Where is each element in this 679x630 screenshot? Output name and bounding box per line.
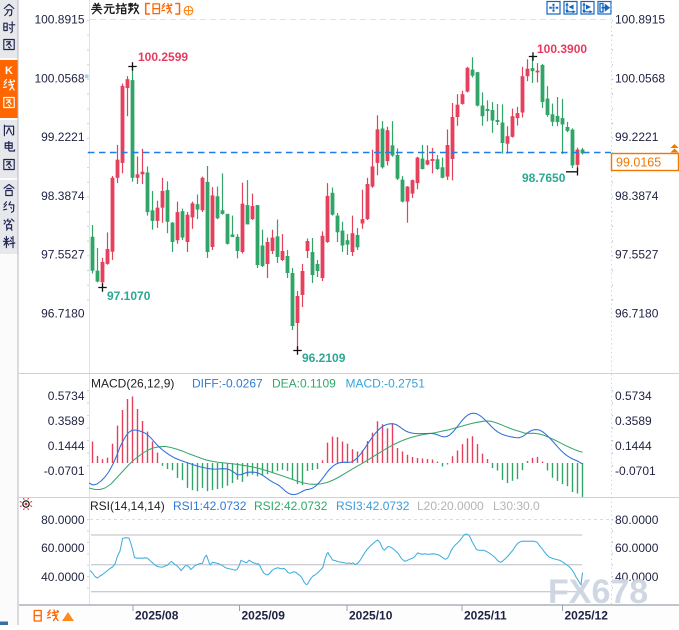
svg-text:100.0568: 100.0568 <box>34 71 84 85</box>
svg-text:MACD:-0.2751: MACD:-0.2751 <box>346 377 426 391</box>
svg-text:100.3900: 100.3900 <box>537 42 587 56</box>
svg-text:96.7180: 96.7180 <box>615 307 659 321</box>
svg-text:97.5527: 97.5527 <box>615 248 659 262</box>
svg-text:-0.0701: -0.0701 <box>44 464 85 478</box>
svg-text:97.1070: 97.1070 <box>107 289 151 303</box>
svg-text:98.3874: 98.3874 <box>615 189 659 203</box>
svg-text:96.7180: 96.7180 <box>41 307 85 321</box>
svg-text:100.8915: 100.8915 <box>34 13 84 27</box>
svg-text:2025/12: 2025/12 <box>565 609 609 623</box>
svg-text:DEA:0.1109: DEA:0.1109 <box>272 377 336 391</box>
svg-text:2025/08: 2025/08 <box>135 609 179 623</box>
svg-text:0.5734: 0.5734 <box>48 389 85 403</box>
svg-text:60.0000: 60.0000 <box>41 541 85 555</box>
svg-text:DIFF:-0.0267: DIFF:-0.0267 <box>192 377 263 391</box>
svg-text:100.8915: 100.8915 <box>615 13 665 27</box>
svg-text:L30:30.0: L30:30.0 <box>493 499 540 513</box>
svg-text:97.5527: 97.5527 <box>41 248 85 262</box>
svg-text:99.0165: 99.0165 <box>616 156 661 170</box>
svg-text:40.0000: 40.0000 <box>615 570 659 584</box>
svg-text:99.2221: 99.2221 <box>41 130 85 144</box>
svg-text:100.0568: 100.0568 <box>615 71 665 85</box>
svg-text:RSI3:42.0732: RSI3:42.0732 <box>336 499 410 513</box>
svg-text:0.1444: 0.1444 <box>615 439 652 453</box>
svg-text:MACD(26,12,9): MACD(26,12,9) <box>91 377 174 391</box>
svg-text:96.2109: 96.2109 <box>302 351 346 365</box>
svg-text:K: K <box>5 65 13 77</box>
svg-text:0.3589: 0.3589 <box>615 414 652 428</box>
svg-text:2025/10: 2025/10 <box>349 609 393 623</box>
svg-text:0.3589: 0.3589 <box>48 414 85 428</box>
svg-text:100.2599: 100.2599 <box>138 50 188 64</box>
svg-text:98.3874: 98.3874 <box>41 189 85 203</box>
svg-text:2025/11: 2025/11 <box>464 609 507 623</box>
svg-text:2025/09: 2025/09 <box>242 609 286 623</box>
svg-text:99.2221: 99.2221 <box>615 130 659 144</box>
svg-text:0.5734: 0.5734 <box>615 389 652 403</box>
svg-text:60.0000: 60.0000 <box>615 541 659 555</box>
svg-text:80.0000: 80.0000 <box>41 513 85 527</box>
svg-text:RSI2:42.0732: RSI2:42.0732 <box>254 499 328 513</box>
svg-text:L20:20.0000: L20:20.0000 <box>417 499 484 513</box>
svg-text:RSI1:42.0732: RSI1:42.0732 <box>173 499 247 513</box>
svg-text:0.1444: 0.1444 <box>48 439 85 453</box>
svg-text:-0.0701: -0.0701 <box>615 464 656 478</box>
svg-text:40.0000: 40.0000 <box>41 570 85 584</box>
svg-text:98.7650: 98.7650 <box>522 171 566 185</box>
svg-text:RSI(14,14,14): RSI(14,14,14) <box>90 499 165 513</box>
svg-text:80.0000: 80.0000 <box>615 513 659 527</box>
